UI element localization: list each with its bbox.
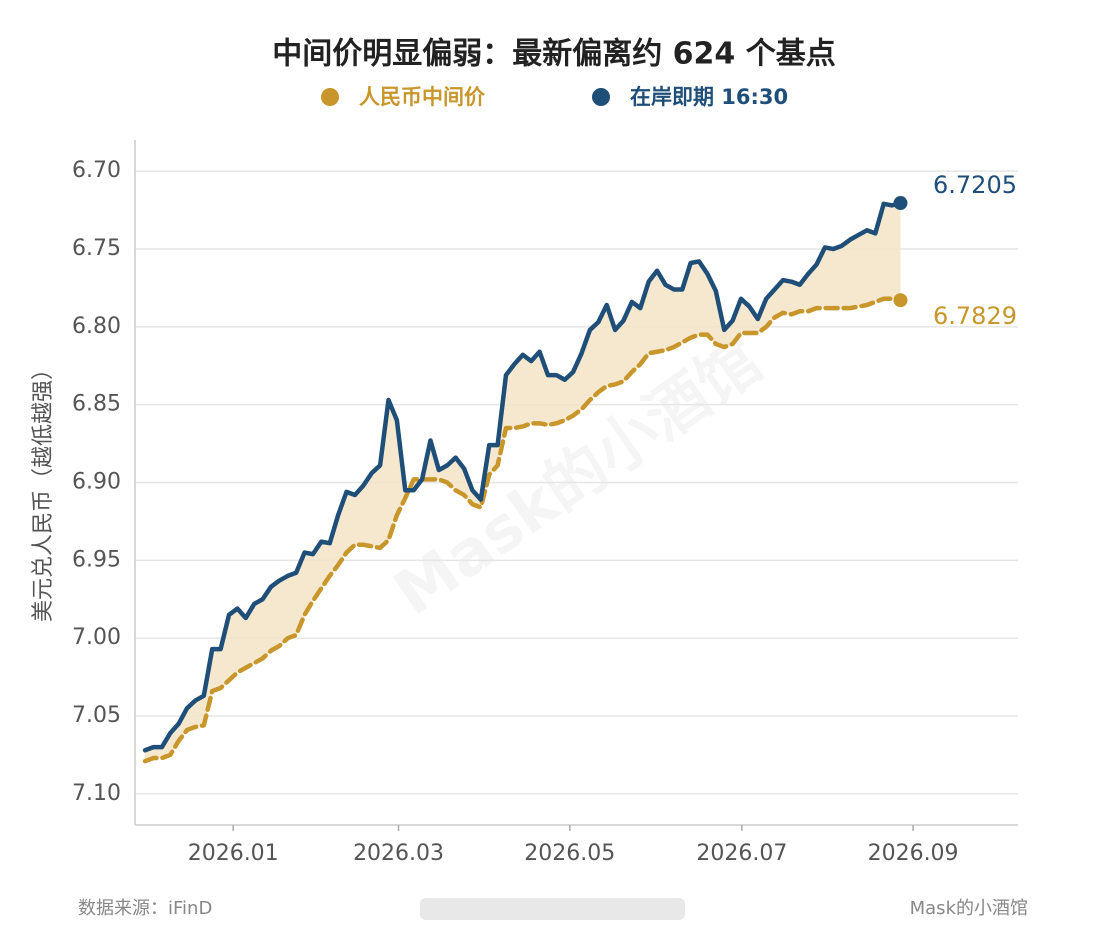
legend-marker <box>592 88 610 106</box>
plot: 6.70 6.75 6.80 6.85 6.90 6.95 7.00 7.05 7.10 2026… <box>72 140 1018 866</box>
end-value-label: 6.7205 <box>933 171 1017 199</box>
y-tick-label: 7.00 <box>72 625 121 650</box>
x-tick-label: 2026.01 <box>188 841 279 866</box>
y-tick-label: 6.90 <box>72 470 121 495</box>
series-line <box>142 296 903 764</box>
x-tick-label: 2026.07 <box>696 841 787 866</box>
x-tick-label: 2026.09 <box>868 841 959 866</box>
series-line <box>142 200 903 753</box>
credit: Mask的小酒馆 <box>910 898 1028 919</box>
end-value-label: 6.7829 <box>933 302 1017 330</box>
gap-fill <box>145 203 901 762</box>
end-marker <box>893 293 908 308</box>
y-tick-label: 6.95 <box>72 547 121 572</box>
legend-label: 在岸即期 16:30 <box>630 85 788 109</box>
chart-title: 中间价明显偏弱：最新偏离约 624 个基点 <box>272 37 836 72</box>
source: 数据来源：iFinD <box>78 898 212 919</box>
x-tick-label: 2026.03 <box>353 841 444 866</box>
y-tick-label: 7.05 <box>72 703 121 728</box>
end-marker <box>893 196 908 211</box>
legend-label: 人民币中间价 <box>359 85 486 109</box>
y-tick-label: 6.80 <box>72 314 121 339</box>
blurred-banner <box>420 898 685 920</box>
y-tick-label: 6.75 <box>72 236 121 261</box>
legend-marker <box>321 88 339 106</box>
y-tick-label: 6.70 <box>72 158 121 183</box>
y-axis-label: 美元兑人民币（越低越强） <box>31 358 56 622</box>
x-tick-label: 2026.05 <box>524 841 615 866</box>
y-tick-label: 6.85 <box>72 392 121 417</box>
y-tick-label: 7.10 <box>72 781 121 806</box>
